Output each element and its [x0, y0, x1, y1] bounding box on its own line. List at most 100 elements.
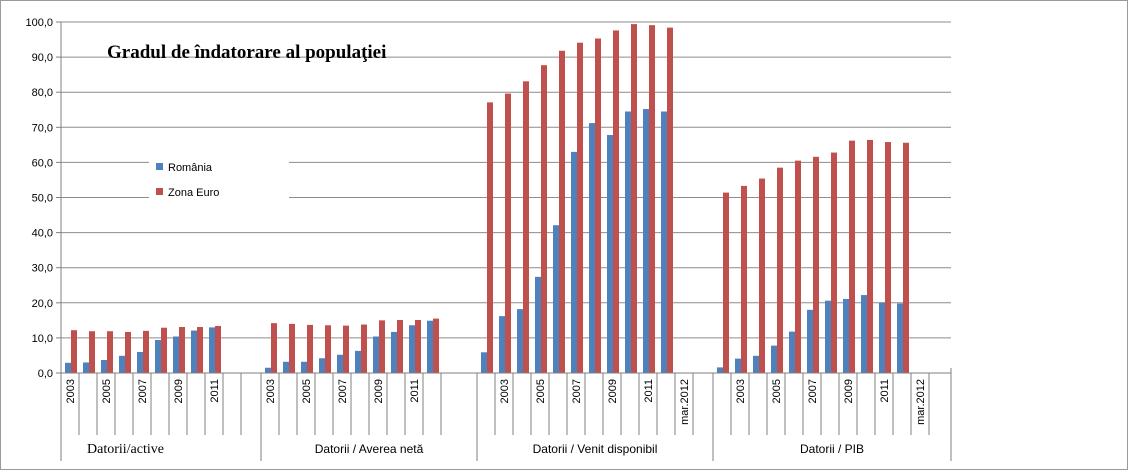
bar-zona-euro	[289, 323, 295, 373]
x-tick-label: 2011	[879, 379, 891, 403]
bar-romania	[409, 325, 415, 373]
bar-zona-euro	[595, 38, 601, 373]
bar-zona-euro	[649, 25, 655, 374]
bar-zona-euro	[179, 327, 185, 373]
legend-swatch-romania	[156, 163, 163, 170]
bar-romania	[373, 336, 379, 373]
legend-box	[149, 158, 289, 202]
bar-romania	[535, 276, 541, 373]
y-tick-label: 80,0	[32, 87, 53, 99]
bar-zona-euro	[487, 102, 493, 373]
x-tick-label: mar.2012	[679, 379, 691, 425]
bar-zona-euro	[723, 192, 729, 373]
chart-title: Gradul de îndatorare al populaţiei	[107, 42, 386, 63]
bar-romania	[391, 331, 397, 373]
x-tick-label: 2011	[643, 379, 655, 403]
legend-label-romania: România	[168, 162, 213, 174]
legend-swatch-zona-euro	[156, 188, 163, 195]
bar-romania	[789, 331, 795, 373]
group-label: Datorii / PIB	[800, 442, 864, 456]
y-tick-label: 0,0	[38, 368, 53, 380]
bar-romania	[65, 362, 71, 373]
bar-zona-euro	[215, 325, 221, 373]
bar-romania	[771, 345, 777, 373]
bar-romania	[807, 309, 813, 373]
bar-romania	[319, 358, 325, 373]
y-tick-label: 90,0	[32, 52, 53, 64]
bar-romania	[155, 340, 161, 373]
bar-zona-euro	[849, 140, 855, 373]
bar-romania	[517, 309, 523, 373]
bar-zona-euro	[271, 323, 277, 373]
bar-zona-euro	[541, 65, 547, 373]
bar-romania	[589, 123, 595, 373]
bar-zona-euro	[125, 331, 131, 373]
bar-zona-euro	[107, 331, 113, 373]
bar-romania	[843, 298, 849, 373]
bar-zona-euro	[89, 331, 95, 373]
bar-zona-euro	[307, 324, 313, 373]
y-tick-label: 100,0	[25, 17, 53, 29]
bar-zona-euro	[559, 50, 565, 373]
bar-romania	[283, 361, 289, 373]
bar-zona-euro	[197, 327, 203, 373]
bar-romania	[337, 354, 343, 373]
bar-romania	[717, 367, 723, 373]
bar-zona-euro	[903, 142, 909, 373]
bar-romania	[735, 358, 741, 373]
bar-zona-euro	[613, 30, 619, 373]
y-tick-label: 30,0	[32, 263, 53, 275]
y-tick-label: 20,0	[32, 298, 53, 310]
bar-zona-euro	[523, 81, 529, 373]
x-tick-label: 2005	[301, 379, 313, 403]
x-tick-label: 2011	[409, 379, 421, 403]
x-tick-label: 2007	[807, 379, 819, 403]
bar-romania	[137, 351, 143, 373]
x-tick-label: 2009	[843, 379, 855, 403]
x-tick-label: 2003	[265, 379, 277, 403]
bar-zona-euro	[143, 330, 149, 373]
bar-zona-euro	[831, 152, 837, 373]
y-tick-label: 60,0	[32, 157, 53, 169]
bar-romania	[607, 135, 613, 373]
bar-zona-euro	[741, 185, 747, 373]
bar-romania	[209, 327, 215, 373]
bar-romania	[427, 320, 433, 373]
y-tick-label: 40,0	[32, 228, 53, 240]
x-tick-label: 2003	[65, 379, 77, 403]
bar-zona-euro	[667, 27, 673, 374]
axes	[56, 21, 952, 461]
bar-zona-euro	[71, 330, 77, 373]
legend-label-zona-euro: Zona Euro	[168, 187, 219, 199]
bar-zona-euro	[885, 142, 891, 373]
bars	[65, 24, 909, 374]
bar-zona-euro	[813, 156, 819, 373]
x-tick-label: 2009	[607, 379, 619, 403]
x-tick-label: 2007	[137, 379, 149, 403]
bar-romania	[83, 362, 89, 373]
x-tick-label: 2005	[535, 379, 547, 403]
bar-romania	[625, 111, 631, 373]
bar-zona-euro	[777, 167, 783, 373]
bar-zona-euro	[795, 160, 801, 373]
bar-romania	[173, 336, 179, 373]
bar-zona-euro	[867, 139, 873, 373]
y-tick-label: 50,0	[32, 193, 53, 205]
bar-zona-euro	[433, 318, 439, 373]
bar-romania	[355, 350, 361, 373]
bar-romania	[101, 360, 107, 373]
x-tick-label: 2007	[571, 379, 583, 403]
bar-zona-euro	[343, 325, 349, 373]
bar-romania	[897, 303, 903, 373]
x-tick-label: 2005	[101, 379, 113, 403]
bar-romania	[753, 355, 759, 373]
x-tick-label: mar.2012	[915, 379, 927, 425]
bar-zona-euro	[161, 327, 167, 373]
bar-romania	[481, 352, 487, 373]
bar-zona-euro	[379, 320, 385, 373]
bar-zona-euro	[361, 324, 367, 373]
bar-zona-euro	[325, 325, 331, 373]
x-tick-label: 2003	[499, 379, 511, 403]
x-tick-label: 2009	[373, 379, 385, 403]
